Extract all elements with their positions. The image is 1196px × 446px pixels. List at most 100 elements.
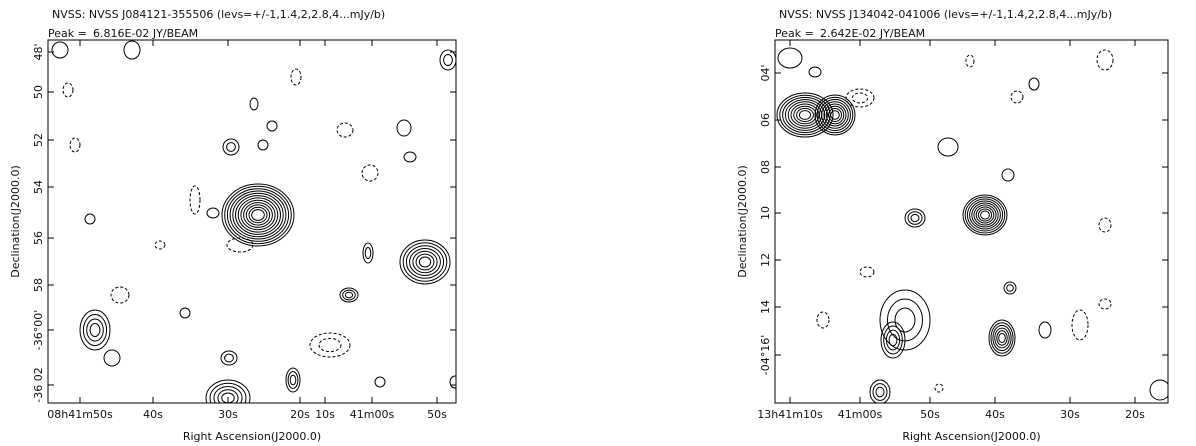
contour (310, 333, 350, 357)
y-axis-label: Declination(J2000.0) (9, 165, 22, 278)
contour (244, 203, 273, 228)
contour (965, 197, 1005, 233)
contour (876, 387, 884, 397)
contour (1099, 299, 1111, 309)
contour (416, 254, 434, 270)
contour (397, 120, 411, 136)
figure: NVSS: NVSS J084121-355506 (levs=+/-1,1.4… (0, 0, 1196, 446)
x-axis-label: Right Ascension(J2000.0) (183, 430, 321, 443)
contour (846, 89, 874, 107)
x-axis-label: Right Ascension(J2000.0) (902, 430, 1040, 443)
panel-title: NVSS: NVSS J134042-041006 (levs=+/-1,1.4… (779, 8, 1112, 21)
contour (780, 95, 830, 135)
contour (375, 377, 385, 387)
contour (70, 138, 80, 152)
contour (365, 248, 371, 259)
contour (444, 55, 453, 66)
contour (155, 241, 165, 249)
contour (104, 350, 120, 366)
contour (935, 384, 943, 392)
y-tick-label: 52 (32, 133, 45, 147)
contour (966, 55, 974, 67)
peak-label: Peak = (48, 27, 87, 40)
contour (291, 69, 301, 85)
peak-value: 6.816E-02 JY/BEAM (93, 27, 198, 40)
contour (52, 42, 68, 58)
contour (450, 376, 460, 388)
x-tick-label: 41m00s (350, 408, 395, 421)
contour (783, 97, 828, 132)
contour (80, 310, 110, 350)
contour (881, 322, 905, 358)
y-tick-label: -36°00' (32, 310, 45, 351)
x-tick-label: 13h41m10s (757, 408, 823, 421)
y-tick-label: 06 (759, 113, 772, 127)
y-tick-label: 10 (759, 206, 772, 220)
contour (227, 143, 236, 152)
contour (938, 138, 958, 156)
contour (227, 189, 288, 242)
contour (225, 354, 234, 362)
contour (190, 186, 200, 214)
contour (223, 139, 239, 155)
contour (981, 211, 990, 219)
x-tick-label: 50s (427, 408, 447, 421)
contour (873, 384, 887, 401)
y-axis-label: Declination(J2000.0) (736, 165, 749, 278)
contour (440, 50, 456, 70)
contour (343, 290, 356, 300)
contour (822, 102, 849, 129)
x-tick-label: 30s (218, 408, 238, 421)
y-tick-label: 48' (32, 43, 45, 60)
contour (345, 292, 352, 298)
contour (1099, 218, 1111, 232)
contour (860, 267, 874, 277)
contour (63, 83, 73, 97)
contour (809, 67, 821, 77)
y-tick-label: 08 (759, 160, 772, 174)
contour (911, 214, 919, 221)
x-tick-label: 20s (290, 408, 310, 421)
contour (319, 338, 341, 351)
contour (419, 257, 430, 267)
contour (207, 208, 219, 218)
contour (400, 240, 450, 284)
contour (246, 205, 269, 225)
x-tick-label: 10s (315, 408, 335, 421)
contour (1007, 285, 1014, 292)
contour (337, 123, 353, 137)
contour (87, 319, 104, 341)
contour (908, 212, 922, 225)
y-tick-label: -36 02 (32, 367, 45, 402)
contour (1039, 322, 1051, 338)
contour (90, 324, 100, 337)
contour (852, 93, 867, 103)
contour (221, 351, 237, 365)
y-tick-label: -04°16' (759, 335, 772, 376)
contour (799, 111, 810, 120)
contour (1097, 50, 1113, 70)
contour (180, 308, 190, 318)
contour (999, 334, 1006, 343)
contour (1011, 91, 1023, 103)
contour (290, 375, 296, 385)
contour (410, 249, 441, 276)
contour (778, 48, 802, 68)
contour (258, 140, 268, 150)
contour (815, 95, 855, 135)
contour (406, 246, 443, 279)
contour (974, 205, 996, 225)
plot-frame (48, 40, 456, 403)
contour (1072, 310, 1088, 340)
contour (1002, 169, 1014, 181)
contour (85, 214, 95, 224)
contour (1150, 380, 1170, 400)
contours (52, 41, 460, 416)
peak-value: 2.642E-02 JY/BEAM (820, 27, 925, 40)
x-tick-label: 50s (920, 408, 940, 421)
contour (993, 325, 1011, 350)
contour (967, 199, 1002, 231)
contour (895, 308, 915, 332)
contour (831, 111, 840, 120)
y-tick-label: 54 (32, 180, 45, 194)
